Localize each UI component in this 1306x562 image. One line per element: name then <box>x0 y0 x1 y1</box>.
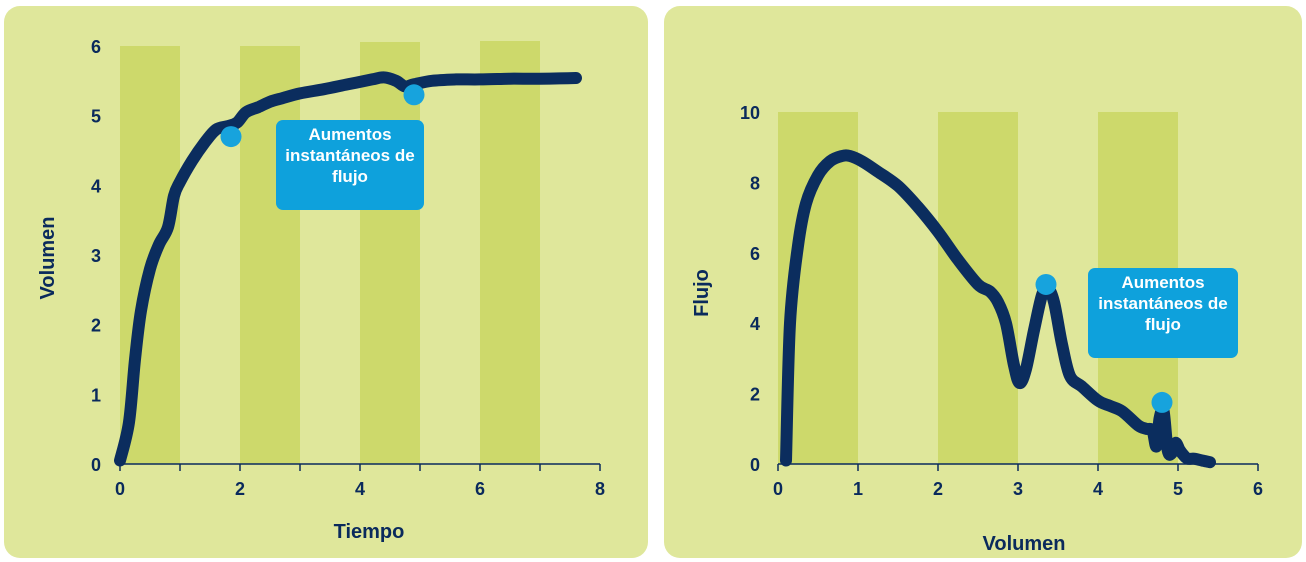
axes <box>777 463 1259 471</box>
y-tick-label: 4 <box>750 314 760 334</box>
x-axis-title: Volumen <box>983 533 1066 555</box>
y-tick-label: 5 <box>91 107 101 127</box>
y-tick-labels: 0 1 2 3 4 5 6 <box>91 37 101 475</box>
x-tick-label: 8 <box>595 479 605 499</box>
annotation-callout: Aumentos instantáneos de flujo <box>276 120 424 210</box>
y-tick-label: 3 <box>91 246 101 266</box>
x-tick-label: 6 <box>475 479 485 499</box>
marker-point-0 <box>1035 273 1057 295</box>
y-tick-label: 1 <box>91 385 101 405</box>
x-tick-label: 4 <box>1093 479 1103 499</box>
series-line-0 <box>114 71 582 467</box>
y-tick-label: 10 <box>740 103 760 123</box>
y-tick-label: 8 <box>750 173 760 193</box>
y-tick-label: 0 <box>750 455 760 475</box>
x-tick-label: 3 <box>1013 479 1023 499</box>
series-line-group <box>114 71 582 467</box>
markers <box>220 84 425 148</box>
y-tick-labels: 0 2 4 6 8 10 <box>740 103 760 475</box>
marker-point-1 <box>403 84 425 106</box>
x-tick-label: 2 <box>933 479 943 499</box>
y-tick-label: 6 <box>750 244 760 264</box>
band-2 <box>360 42 420 464</box>
annotation-callout: Aumentos instantáneos de flujo <box>1088 268 1238 358</box>
x-tick-labels: 0 2 4 6 8 <box>115 479 605 499</box>
y-tick-label: 2 <box>91 316 101 336</box>
x-tick-labels: 0 1 2 3 4 5 6 <box>773 479 1263 499</box>
markers <box>1035 273 1173 413</box>
axes <box>119 463 601 471</box>
x-tick-label: 2 <box>235 479 245 499</box>
y-axis-title: Flujo <box>691 269 713 317</box>
volume-time-chart: 0 2 4 6 8 0 1 2 3 4 5 6 Tiempo Volumen <box>37 37 605 543</box>
x-tick-label: 1 <box>853 479 863 499</box>
x-tick-label: 4 <box>355 479 365 499</box>
chart-panel-volume-time: 0 2 4 6 8 0 1 2 3 4 5 6 Tiempo Volumen Aumentos in… <box>4 6 648 558</box>
y-tick-label: 4 <box>91 176 101 196</box>
y-tick-label: 2 <box>750 385 760 405</box>
chart-panel-flow-volume: 0 1 2 3 4 5 6 0 2 4 6 8 10 Volumen Flujo Aumentos i… <box>664 6 1302 558</box>
y-tick-label: 6 <box>91 37 101 57</box>
x-tick-label: 0 <box>773 479 783 499</box>
marker-point-1 <box>1151 391 1173 413</box>
x-tick-label: 0 <box>115 479 125 499</box>
y-axis-title: Volumen <box>37 217 59 300</box>
background-bands <box>120 41 540 464</box>
band-3 <box>480 41 540 464</box>
y-tick-label: 0 <box>91 455 101 475</box>
x-tick-label: 5 <box>1173 479 1183 499</box>
x-tick-label: 6 <box>1253 479 1263 499</box>
x-axis-title: Tiempo <box>334 521 405 543</box>
marker-point-0 <box>220 126 242 148</box>
